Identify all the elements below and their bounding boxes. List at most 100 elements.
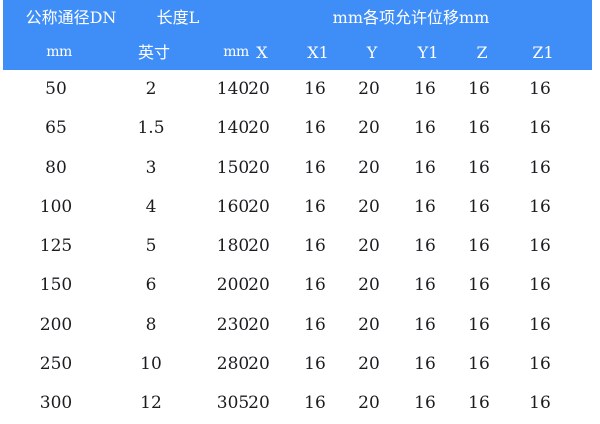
header-dn-mm: mm: [46, 44, 72, 60]
cell-x: 20: [248, 196, 270, 217]
cell-dn-mm: 80: [45, 157, 67, 178]
cell-x1: 16: [304, 196, 326, 217]
cell-dn-inch: 2: [145, 79, 157, 99]
cell-dn-inch: 6: [145, 275, 157, 296]
cell-length-mm: 280: [216, 354, 250, 375]
table-row: 125 5 180 20 16 20 16 16 16: [0, 227, 600, 266]
cell-dn-mm: 100: [39, 196, 73, 217]
cell-length-mm: 305: [216, 393, 250, 414]
cell-z1: 16: [529, 354, 551, 375]
table-header: 公称通径DN 长度L mm各项允许位移mm mm 英寸 mm X X1 Y Y1…: [3, 0, 592, 70]
cell-dn-inch: 4: [145, 196, 157, 217]
cell-y: 20: [358, 236, 380, 257]
cell-dn-mm: 50: [45, 79, 67, 99]
cell-length-mm: 140: [216, 79, 250, 99]
table-row: 65 1.5 140 20 16 20 16 16 16: [0, 109, 600, 148]
cell-length-mm: 150: [216, 157, 250, 178]
cell-x1: 16: [304, 79, 326, 99]
cell-x: 20: [248, 393, 270, 414]
cell-x: 20: [248, 118, 270, 139]
cell-y1: 16: [414, 354, 436, 375]
cell-z: 16: [468, 157, 490, 178]
header-x1: X1: [307, 43, 329, 62]
cell-z: 16: [468, 79, 490, 99]
cell-x1: 16: [304, 157, 326, 178]
cell-z: 16: [468, 118, 490, 139]
cell-y1: 16: [414, 393, 436, 414]
cell-dn-inch: 10: [140, 354, 162, 375]
cell-y: 20: [358, 157, 380, 178]
table-row: 200 8 230 20 16 20 16 16 16: [0, 306, 600, 345]
cell-x: 20: [248, 354, 270, 375]
cell-dn-mm: 65: [45, 118, 67, 139]
cell-dn-mm: 125: [39, 236, 73, 257]
header-group-row: 公称通径DN 长度L mm各项允许位移mm: [3, 0, 592, 35]
cell-x1: 16: [304, 275, 326, 296]
header-x: X: [256, 43, 268, 62]
header-z1: Z1: [532, 43, 554, 62]
cell-length-mm: 180: [216, 236, 250, 257]
cell-y: 20: [358, 79, 380, 99]
cell-dn-mm: 200: [39, 314, 73, 335]
cell-z1: 16: [529, 393, 551, 414]
cell-z1: 16: [529, 118, 551, 139]
table-body: 50 2 140 20 16 20 16 16 16 65 1.5 140 20 16 20 16 16 16 80…: [0, 70, 600, 424]
cell-z: 16: [468, 236, 490, 257]
cell-y: 20: [358, 196, 380, 217]
cell-z: 16: [468, 275, 490, 296]
cell-z: 16: [468, 354, 490, 375]
header-length-mm: mm: [223, 44, 249, 60]
table-row: 80 3 150 20 16 20 16 16 16: [0, 149, 600, 188]
table-row: 50 2 140 20 16 20 16 16 16: [0, 70, 600, 109]
cell-dn-inch: 12: [140, 393, 162, 414]
cell-y1: 16: [414, 314, 436, 335]
header-y1: Y1: [417, 43, 439, 62]
cell-y1: 16: [414, 275, 436, 296]
cell-x1: 16: [304, 236, 326, 257]
cell-length-mm: 160: [216, 196, 250, 217]
cell-x1: 16: [304, 354, 326, 375]
cell-z1: 16: [529, 157, 551, 178]
cell-dn-mm: 300: [39, 393, 73, 414]
cell-z: 16: [468, 314, 490, 335]
cell-y1: 16: [414, 118, 436, 139]
cell-length-mm: 200: [216, 275, 250, 296]
cell-x1: 16: [304, 118, 326, 139]
cell-z1: 16: [529, 196, 551, 217]
table-row: 100 4 160 20 16 20 16 16 16: [0, 188, 600, 227]
cell-x1: 16: [304, 393, 326, 414]
cell-z: 16: [468, 393, 490, 414]
cell-dn-inch: 8: [145, 314, 157, 335]
table-row: 150 6 200 20 16 20 16 16 16: [0, 266, 600, 305]
cell-z1: 16: [529, 275, 551, 296]
cell-length-mm: 140: [216, 118, 250, 139]
cell-dn-inch: 1.5: [137, 118, 165, 139]
cell-y: 20: [358, 354, 380, 375]
cell-y1: 16: [414, 157, 436, 178]
header-allowable-displacement: mm各项允许位移mm: [332, 8, 490, 27]
cell-y1: 16: [414, 196, 436, 217]
cell-x: 20: [248, 236, 270, 257]
cell-x: 20: [248, 79, 270, 99]
cell-z1: 16: [529, 79, 551, 99]
cell-x: 20: [248, 314, 270, 335]
cell-dn-inch: 5: [145, 236, 157, 257]
cell-length-mm: 230: [216, 314, 250, 335]
cell-z1: 16: [529, 314, 551, 335]
cell-y: 20: [358, 275, 380, 296]
cell-y: 20: [358, 314, 380, 335]
cell-y1: 16: [414, 236, 436, 257]
cell-x: 20: [248, 275, 270, 296]
cell-dn-mm: 150: [39, 275, 73, 296]
cell-x: 20: [248, 157, 270, 178]
table-row: 300 12 305 20 16 20 16 16 16: [0, 384, 600, 423]
header-nominal-diameter: 公称通径DN: [25, 8, 117, 27]
cell-dn-mm: 250: [39, 354, 73, 375]
cell-z: 16: [468, 196, 490, 217]
header-length: 长度L: [156, 8, 200, 27]
cell-y: 20: [358, 118, 380, 139]
header-y: Y: [366, 43, 378, 62]
cell-dn-inch: 3: [145, 157, 157, 178]
cell-y: 20: [358, 393, 380, 414]
